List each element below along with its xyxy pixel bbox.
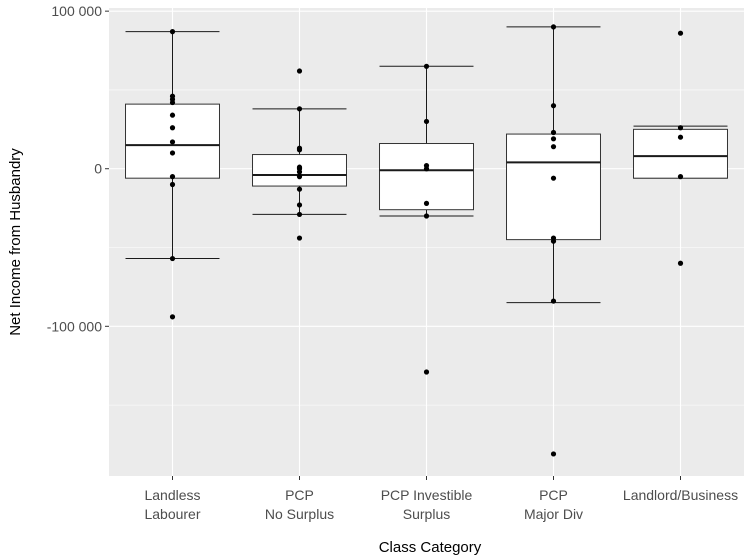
y-axis-ticks: 100 000 0 -100 000 xyxy=(47,3,109,334)
data-point xyxy=(550,129,557,136)
iqr-box xyxy=(506,133,601,241)
x-tick-label-line: Landlord/Business xyxy=(623,487,738,503)
x-tick-label-line: Landless xyxy=(144,487,200,503)
x-tick-label-line: No Surplus xyxy=(265,506,334,522)
data-point xyxy=(169,181,176,188)
data-point xyxy=(169,174,176,180)
x-tick-label-line: PCP xyxy=(285,487,314,503)
boxplot-group xyxy=(506,24,601,457)
data-point xyxy=(296,186,303,192)
data-point xyxy=(169,139,176,145)
data-point xyxy=(550,298,557,304)
data-point xyxy=(169,93,176,99)
data-point xyxy=(677,174,684,180)
data-point xyxy=(169,255,176,262)
x-tick-label-line: Major Div xyxy=(524,506,583,522)
data-point xyxy=(169,112,176,118)
data-point xyxy=(296,211,303,218)
data-point xyxy=(550,103,557,109)
boxplots xyxy=(125,24,728,457)
data-point xyxy=(423,63,430,69)
iqr-box xyxy=(379,143,474,211)
y-axis-title: Net Income from Husbandry xyxy=(7,148,24,336)
data-point xyxy=(550,235,557,241)
x-axis-ticks: Landless Labourer PCP No Surplus PCP Investi… xyxy=(144,476,738,522)
x-tick-label-line: Labourer xyxy=(144,506,200,522)
data-point xyxy=(550,144,557,150)
data-point xyxy=(677,125,684,131)
boxplot-group xyxy=(125,29,220,320)
boxplot-group xyxy=(379,63,474,375)
data-point xyxy=(296,235,303,241)
data-point xyxy=(423,200,430,206)
data-point xyxy=(169,150,176,156)
x-tick-label-line: PCP xyxy=(539,487,568,503)
data-point xyxy=(550,451,557,457)
y-tick-label: 100 000 xyxy=(51,3,102,19)
data-point xyxy=(677,134,684,140)
iqr-box xyxy=(252,154,347,187)
data-point xyxy=(423,213,430,219)
data-point xyxy=(296,202,303,208)
data-point xyxy=(423,162,430,169)
x-tick-label: PCP Major Div xyxy=(524,487,583,522)
data-point xyxy=(677,30,684,36)
data-point xyxy=(169,125,176,131)
boxplot-group xyxy=(252,68,347,241)
data-point xyxy=(550,136,557,142)
x-tick-label: Landless Labourer xyxy=(144,487,200,522)
y-tick-label: -100 000 xyxy=(47,318,102,334)
data-point xyxy=(296,164,303,170)
data-point xyxy=(169,29,176,35)
boxplot-group xyxy=(633,30,728,266)
x-tick-label: Landlord/Business xyxy=(623,487,738,503)
data-point xyxy=(550,175,557,181)
data-point xyxy=(423,369,430,375)
data-point xyxy=(677,260,684,266)
x-axis-title: Class Category xyxy=(379,539,482,556)
x-tick-label: PCP Investible Surplus xyxy=(381,487,473,522)
data-point xyxy=(169,314,176,320)
x-tick-label: PCP No Surplus xyxy=(265,487,334,522)
x-tick-label-line: Surplus xyxy=(403,506,450,522)
data-point xyxy=(423,118,430,125)
y-tick-label: 0 xyxy=(94,161,102,177)
data-point xyxy=(296,106,303,112)
x-tick-label-line: PCP Investible xyxy=(381,487,473,503)
data-point xyxy=(550,24,557,30)
data-point xyxy=(296,68,303,74)
data-point xyxy=(296,174,303,180)
data-point xyxy=(296,145,303,151)
